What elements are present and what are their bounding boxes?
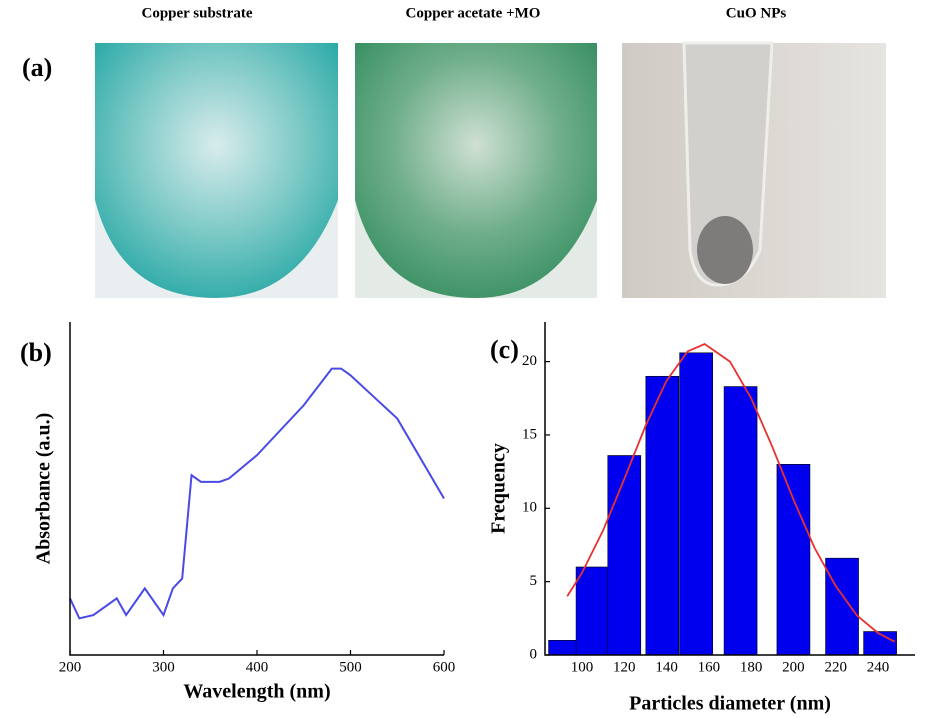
x-tick-label: 120 [613,659,636,675]
fit-curve [566,342,896,643]
bar [645,375,680,656]
x-tick-label: 600 [433,659,456,675]
x-tick-label: 300 [152,659,175,675]
x-tick-label: 240 [867,659,890,675]
photo [622,41,886,298]
bar [825,557,859,656]
x-axis-label: Wavelength (nm) [183,681,330,703]
x-tick-label: 180 [740,659,763,675]
photo-caption: CuO NPs [726,5,787,21]
x-tick-label: 400 [246,659,269,675]
axes [544,322,915,656]
y-tick-label: 5 [530,573,538,589]
panel-label: (c) [490,335,519,364]
y-tick-label: 10 [522,500,537,516]
panel-label: (a) [22,53,52,82]
photo [95,43,338,298]
y-tick-label: 0 [530,646,538,662]
x-tick-label: 100 [571,659,594,675]
bar [679,352,713,656]
x-tick-label: 220 [824,659,847,675]
panel-label: (b) [20,338,52,367]
bar [607,455,642,656]
y-tick-label: 15 [522,426,537,442]
photo-caption: Copper acetate +MO [406,5,541,21]
x-tick-label: 160 [698,659,721,675]
y-tick-label: 20 [522,353,537,369]
bar [575,566,610,656]
x-tick-label: 500 [339,659,362,675]
x-axis-label: Particles diameter (nm) [629,693,831,715]
y-axis-label: Absorbance (a.u.) [33,413,55,565]
x-tick-label: 200 [782,659,805,675]
x-tick-label: 140 [655,659,678,675]
y-axis-label: Frequency [488,443,510,534]
axes [69,322,444,656]
photo [355,43,597,298]
x-tick-label: 200 [59,659,82,675]
bar [776,463,811,656]
bar [723,386,758,656]
spectrum-line [69,367,445,620]
photo-caption: Copper substrate [142,5,253,21]
